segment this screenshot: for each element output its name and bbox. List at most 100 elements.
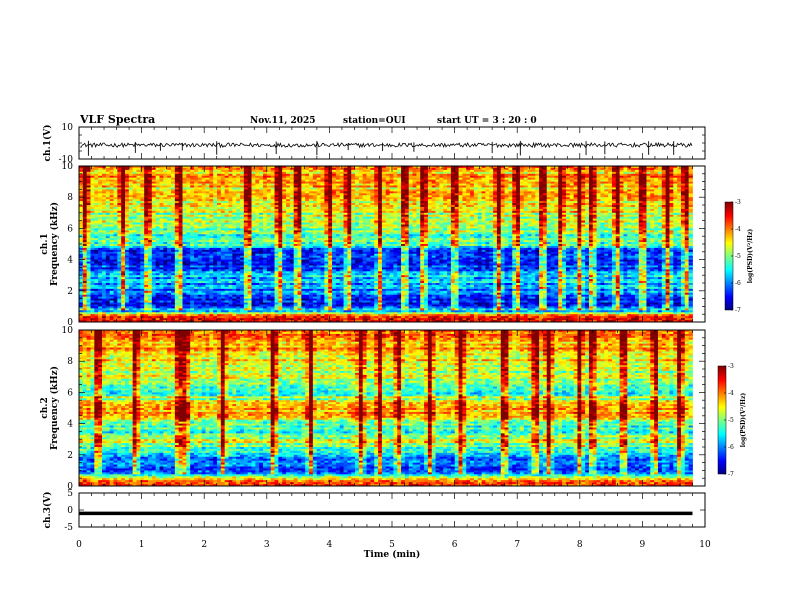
spectrogram-cell bbox=[190, 216, 195, 220]
spectrogram-cell bbox=[148, 294, 153, 298]
spectrogram-cell bbox=[155, 316, 160, 319]
spectrogram-cell bbox=[125, 173, 130, 177]
spectrogram-cell bbox=[174, 296, 180, 299]
spectrogram-cell bbox=[86, 283, 91, 286]
spectrogram-cell bbox=[144, 201, 149, 204]
spectrogram-cell bbox=[205, 199, 210, 202]
spectrogram-cell bbox=[197, 224, 203, 227]
spectrogram-cell bbox=[128, 296, 134, 299]
spectrogram-cell bbox=[144, 251, 149, 255]
spectrogram-cell bbox=[90, 298, 95, 301]
spectrogram-cell bbox=[201, 212, 206, 216]
spectrogram-cell bbox=[105, 189, 111, 192]
spectrogram-cell bbox=[144, 247, 149, 251]
spectrogram-cell bbox=[117, 263, 122, 266]
spectrogram-cell bbox=[194, 232, 199, 235]
spectrogram-cell bbox=[113, 175, 118, 179]
spectrogram-cell bbox=[136, 183, 141, 186]
spectrogram-cell bbox=[171, 314, 176, 317]
spectrogram-cell bbox=[148, 263, 153, 266]
spectrogram-cell bbox=[194, 236, 199, 239]
spectrogram-cell bbox=[90, 166, 95, 169]
spectrogram-cell bbox=[182, 230, 187, 233]
spectrogram-cell bbox=[125, 240, 130, 243]
spectrogram-cell bbox=[140, 265, 145, 268]
spectrogram-cell bbox=[128, 187, 134, 190]
spectrogram-cell bbox=[163, 220, 168, 223]
spectrogram-cell bbox=[148, 177, 153, 181]
spectrogram-cell bbox=[148, 316, 153, 319]
spectrogram-cell bbox=[197, 320, 203, 323]
spectrogram-cell bbox=[163, 247, 168, 251]
spectrogram-cell bbox=[194, 290, 199, 294]
spectrogram-cell bbox=[144, 238, 149, 241]
spectrogram-cell bbox=[79, 189, 84, 192]
spectrogram-cell bbox=[105, 236, 111, 239]
spectrogram-cell bbox=[79, 193, 84, 196]
spectrogram-cell bbox=[140, 294, 145, 298]
spectrogram-cell bbox=[86, 275, 91, 278]
spectrogram-cell bbox=[109, 179, 114, 182]
spectrogram-cell bbox=[140, 169, 145, 173]
spectrogram-cell bbox=[171, 273, 176, 276]
spectrogram-cell bbox=[86, 316, 91, 319]
spectrogram-cell bbox=[190, 267, 195, 270]
spectrogram-cell bbox=[197, 189, 203, 192]
spectrogram-cell bbox=[82, 271, 88, 274]
spectrogram-cell bbox=[102, 167, 107, 171]
spectrogram-cell bbox=[190, 179, 195, 182]
spectrogram-cell bbox=[178, 279, 183, 282]
spectrogram-cell bbox=[90, 195, 95, 198]
spectrogram-cell bbox=[148, 173, 153, 177]
spectrogram-cell bbox=[194, 185, 199, 188]
spectrogram-cell bbox=[79, 275, 84, 278]
spectrogram-cell bbox=[121, 267, 126, 270]
spectrogram-cell bbox=[113, 197, 118, 200]
spectrogram-cell bbox=[148, 197, 153, 200]
spectrogram-cell bbox=[109, 206, 114, 210]
spectrogram-cell bbox=[174, 259, 180, 262]
spectrogram-cell bbox=[98, 177, 103, 181]
spectrogram-cell bbox=[155, 284, 160, 288]
spectrogram-cell bbox=[117, 308, 122, 311]
spectrogram-cell bbox=[113, 206, 118, 210]
spectrogram-cell bbox=[136, 232, 141, 235]
spectrogram-cell bbox=[121, 312, 126, 315]
spectrogram-cell bbox=[82, 283, 88, 286]
spectrogram-cell bbox=[151, 224, 157, 227]
spectrogram-cell bbox=[132, 247, 137, 251]
spectrogram-cell bbox=[109, 314, 114, 317]
spectrogram-cell bbox=[136, 203, 141, 206]
spectrogram-cell bbox=[151, 259, 157, 262]
spectrogram-cell bbox=[144, 253, 149, 257]
spectrogram-cell bbox=[194, 312, 199, 315]
spectrogram-cell bbox=[197, 220, 203, 223]
spectrogram-cell bbox=[117, 245, 122, 249]
spectrogram-cell bbox=[136, 185, 141, 188]
spectrogram-cell bbox=[136, 300, 141, 303]
spectrogram-cell bbox=[171, 193, 176, 196]
spectrogram-cell bbox=[159, 193, 164, 196]
spectrogram-cell bbox=[140, 222, 145, 225]
spectrogram-cell bbox=[178, 318, 183, 321]
spectrogram-cell bbox=[186, 181, 191, 184]
spectrogram-cell bbox=[182, 265, 187, 268]
spectrogram-cell bbox=[94, 191, 99, 194]
spectrogram-cell bbox=[79, 283, 84, 286]
spectrogram-cell bbox=[186, 249, 191, 253]
spectrogram-cell bbox=[94, 279, 99, 282]
spectrogram-cell bbox=[128, 314, 134, 317]
spectrogram-cell bbox=[205, 206, 210, 210]
spectrogram-cell bbox=[186, 187, 191, 190]
spectrogram-cell bbox=[148, 167, 153, 171]
spectrogram-cell bbox=[121, 216, 126, 220]
spectrogram-cell bbox=[171, 203, 176, 206]
spectrogram-cell bbox=[117, 253, 122, 257]
spectrogram-cell bbox=[197, 308, 203, 311]
spectrogram-cell bbox=[90, 320, 95, 323]
spectrogram-cell bbox=[90, 240, 95, 243]
spectrogram-cell bbox=[186, 214, 191, 218]
spectrogram-cell bbox=[125, 242, 130, 245]
spectrogram-cell bbox=[167, 216, 172, 220]
spectrogram-cell bbox=[140, 185, 145, 188]
